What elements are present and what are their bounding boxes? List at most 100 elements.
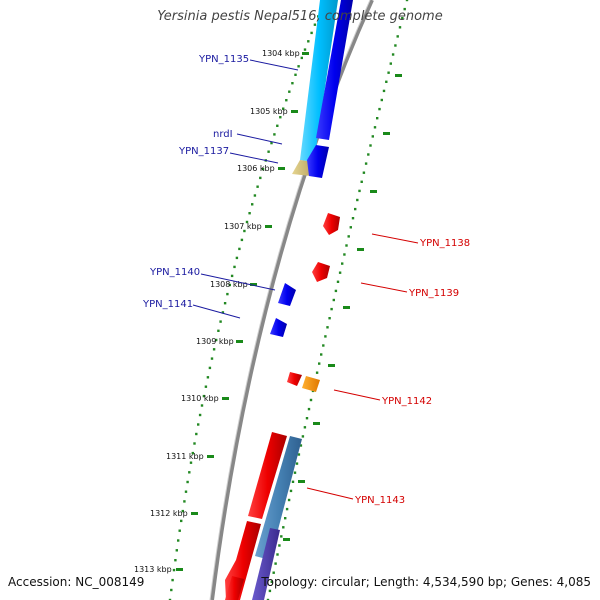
ring-dot <box>309 398 313 402</box>
gene-label-ypn-1143[interactable]: YPN_1143 <box>354 495 405 506</box>
ring-dot <box>268 589 272 593</box>
ring-dot <box>305 417 309 420</box>
ruler-tick <box>291 110 298 113</box>
ring-dot <box>172 568 176 572</box>
ring-dot <box>351 217 355 220</box>
ring-dot <box>356 198 359 202</box>
ring-dot <box>288 90 291 93</box>
ring-dot <box>186 480 189 484</box>
ring-dot <box>299 444 303 447</box>
ring-dot <box>230 274 234 278</box>
ring-dot <box>183 500 186 503</box>
ring-dot <box>282 107 285 110</box>
ring-dot <box>391 53 395 56</box>
ruler-tick-label: 1312 kbp <box>150 509 188 518</box>
feature-ypn-1139-cds[interactable] <box>312 262 330 282</box>
ring-dot <box>226 292 229 296</box>
ring-dot <box>385 80 388 83</box>
gene-label-ypn-1141[interactable]: YPN_1141 <box>142 299 193 310</box>
feature-ypn-1135-rna[interactable] <box>300 0 338 162</box>
ring-dot <box>181 509 184 513</box>
gene-labels-reverse: YPN_1138 YPN_1139 YPN_1142 YPN_1143 <box>306 233 470 506</box>
gene-label-ypn-1138[interactable]: YPN_1138 <box>419 238 470 249</box>
genome-summary: Topology: circular; Length: 4,534,590 bp… <box>261 575 591 589</box>
ring-dot <box>180 519 183 523</box>
ring-dot <box>212 348 216 351</box>
ring-dot <box>401 17 404 20</box>
ring-dot <box>387 71 390 74</box>
ring-dot <box>202 394 206 398</box>
ruler-tick-label: 1309 kbp <box>196 337 234 346</box>
ring-dot <box>396 35 399 38</box>
ring-dot <box>338 271 342 274</box>
feature-ypn-1142-cds[interactable] <box>287 372 302 386</box>
feature-ypn-1143-cds[interactable] <box>248 432 287 519</box>
feature-ypn-1135-cds[interactable] <box>316 0 353 140</box>
ring-dot <box>243 229 246 233</box>
ruler-tick <box>265 225 272 228</box>
ruler-tick <box>191 512 198 515</box>
gene-label-ypn-1135[interactable]: YPN_1135 <box>198 54 249 65</box>
ring-dot <box>177 539 180 542</box>
ring-dot <box>276 553 279 556</box>
ring-dot <box>371 135 374 138</box>
ring-dot <box>398 26 402 29</box>
ring-dot <box>233 265 236 269</box>
ring-dot <box>300 56 303 60</box>
ring-dot <box>297 65 300 68</box>
feature-purple-block[interactable] <box>252 528 280 600</box>
ruler-tick-label: 1307 kbp <box>224 222 262 231</box>
gene-labels-forward: YPN_1135 nrdI YPN_1137 YPN_1140 YPN_1141 <box>142 54 299 319</box>
ring-dot <box>251 203 254 206</box>
gene-label-nrdi[interactable]: nrdI <box>213 129 233 140</box>
gene-label-ypn-1142[interactable]: YPN_1142 <box>381 396 432 407</box>
ring-dot <box>195 432 198 436</box>
ring-dot <box>313 23 317 26</box>
ruler-tick-label: 1304 kbp <box>262 49 300 58</box>
ring-dot <box>380 98 383 102</box>
feature-ypn-1138-cds[interactable] <box>323 213 340 235</box>
ring-dot <box>285 99 288 102</box>
gene-label-ypn-1140[interactable]: YPN_1140 <box>149 267 200 278</box>
ring-dot <box>245 220 249 224</box>
ring-dot <box>248 212 251 215</box>
ring-dot <box>326 326 329 329</box>
ring-dot <box>303 48 307 51</box>
ring-dot <box>389 62 392 65</box>
ring-dot <box>178 529 181 532</box>
ring-dot <box>171 578 174 582</box>
gene-label-ypn-1139[interactable]: YPN_1139 <box>408 288 459 299</box>
inner-dotted-ring <box>168 0 327 600</box>
ring-dot <box>315 371 319 374</box>
feature-ypn-1142-rna[interactable] <box>302 376 320 392</box>
ring-dot <box>270 580 273 583</box>
ring-dot <box>349 226 352 229</box>
ring-dot <box>228 283 231 287</box>
feature-ypn-1143-pseudo[interactable] <box>255 436 302 560</box>
ring-dot <box>343 253 346 256</box>
ring-dot <box>170 588 173 592</box>
ring-dot <box>307 40 310 43</box>
ring-dot <box>403 7 406 11</box>
ring-dot <box>221 311 225 314</box>
ring-dot <box>382 89 386 93</box>
ring-dot <box>272 571 275 574</box>
feature-nrdi-cds[interactable] <box>307 145 329 178</box>
ring-dot <box>273 133 276 136</box>
ring-dot <box>259 176 262 180</box>
ring-dot <box>266 598 270 600</box>
feature-ypn-1140-cds[interactable] <box>278 283 296 306</box>
ruler-tick-label: 1308 kbp <box>210 280 248 289</box>
gene-label-ypn-1137[interactable]: YPN_1137 <box>178 146 229 157</box>
ring-dot <box>285 507 289 511</box>
ring-dot <box>294 73 297 76</box>
ring-dot <box>279 116 282 119</box>
ring-dot <box>307 407 311 411</box>
ring-dot <box>256 185 259 188</box>
ruler-tick-label: 1310 kbp <box>181 394 219 403</box>
feature-lower-red[interactable] <box>225 576 244 600</box>
ruler-tick-label: 1306 kbp <box>237 164 275 173</box>
feature-ypn-1141-cds[interactable] <box>270 318 287 337</box>
